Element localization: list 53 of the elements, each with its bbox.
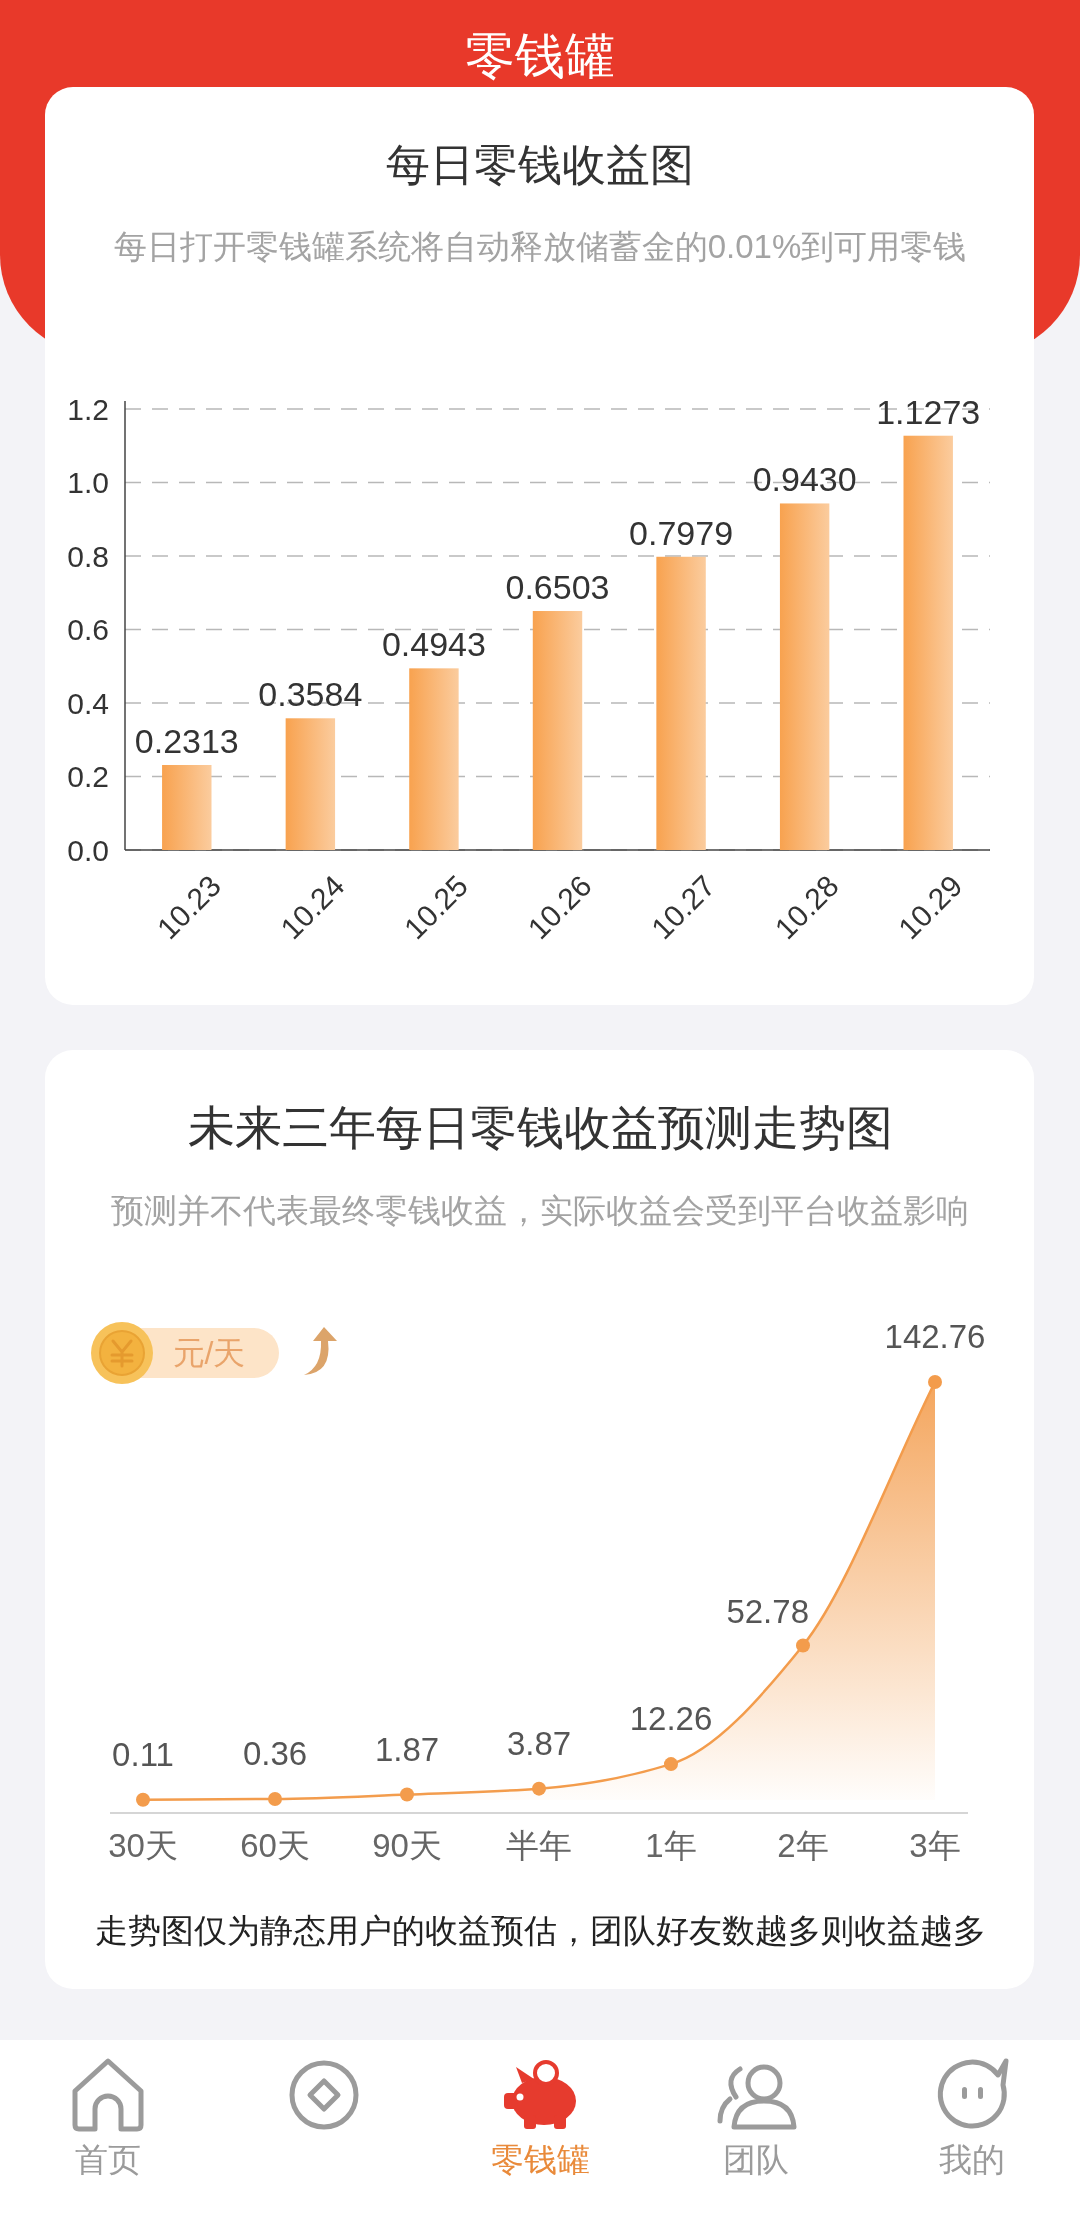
category-label: 我的 [939, 2141, 1005, 2178]
x-tick-label: 60天 [240, 1827, 310, 1864]
data-label: 0.4943 [381, 625, 486, 664]
data-label: 12.26 [629, 1700, 713, 1738]
y-tick-label: 1.2 [67, 392, 109, 426]
point [400, 1787, 414, 1802]
x-tick-label: 1年 [645, 1827, 697, 1864]
x-tick-label: 90天 [372, 1827, 442, 1864]
point [532, 1781, 546, 1796]
category-label: 团队 [723, 2141, 789, 2178]
x-tick-label: 3年 [909, 1827, 961, 1864]
y-tick-label: 0.4 [67, 686, 109, 720]
bar [162, 765, 212, 850]
y-tick-label: 0.8 [67, 539, 109, 573]
point [268, 1791, 282, 1806]
data-label: 0.7979 [629, 513, 734, 552]
point [796, 1638, 810, 1653]
data-label: 0.36 [242, 1734, 308, 1772]
chart-title: 每日零钱收益图 [386, 140, 694, 189]
category-label: 首页 [75, 2141, 141, 2178]
text: 零钱罐 [465, 28, 615, 84]
data-label: 3.87 [506, 1724, 572, 1762]
data-label: 0.3584 [258, 675, 363, 714]
y-axis-title: 元/天 [172, 1335, 246, 1371]
data-label: 0.11 [112, 1735, 174, 1773]
point [928, 1375, 942, 1389]
chart-subtitle: 每日打开零钱罐系统将自动释放储蓄金的0.01%到可用零钱 [113, 228, 967, 265]
data-label: 142.76 [884, 1318, 986, 1355]
text: 走势图仅为静态用户的收益预估，团队好友数越多则收益越多 [94, 1912, 986, 1949]
bar [409, 668, 459, 850]
x-tick-label: 30天 [108, 1827, 178, 1864]
bar [779, 503, 830, 850]
y-tick-label: 0.6 [67, 613, 109, 646]
x-tick-label: 半年 [506, 1827, 572, 1864]
data-label: 0.6503 [505, 568, 610, 607]
point [664, 1757, 678, 1772]
bar [285, 718, 336, 850]
chart-title: 未来三年每日零钱收益预测走势图 [187, 1101, 893, 1154]
y-tick-label: 0.2 [67, 760, 109, 793]
chart-subtitle: 预测并不代表最终零钱收益，实际收益会受到平台收益影响 [111, 1192, 969, 1229]
data-label: 1.1273 [876, 392, 981, 431]
y-tick-label: 0.0 [67, 833, 109, 867]
x-tick-label: 2年 [777, 1827, 829, 1864]
bar [656, 556, 706, 850]
y-tick-label: 1.0 [67, 466, 109, 499]
point [136, 1792, 150, 1807]
data-label: 0.9430 [752, 460, 857, 499]
data-label: 52.78 [726, 1593, 809, 1631]
category-label: 零钱罐 [490, 2141, 590, 2178]
data-label: 0.2313 [134, 722, 239, 760]
data-label: 1.87 [374, 1730, 440, 1768]
bar [532, 611, 583, 850]
bar [903, 435, 953, 850]
